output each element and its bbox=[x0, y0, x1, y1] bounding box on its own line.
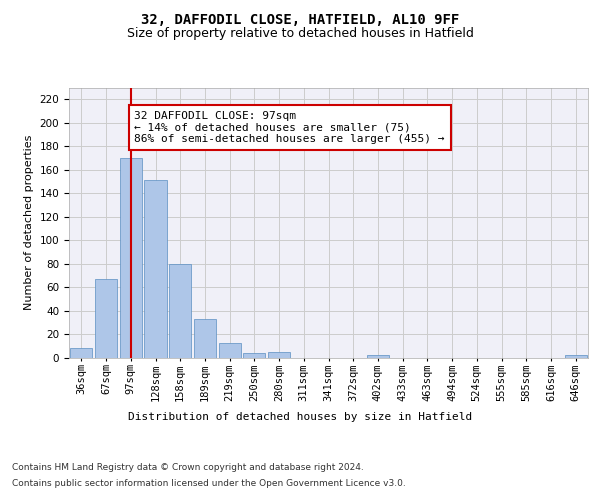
Text: Size of property relative to detached houses in Hatfield: Size of property relative to detached ho… bbox=[127, 28, 473, 40]
Text: 32, DAFFODIL CLOSE, HATFIELD, AL10 9FF: 32, DAFFODIL CLOSE, HATFIELD, AL10 9FF bbox=[141, 12, 459, 26]
Bar bbox=[243, 353, 265, 358]
Bar bbox=[268, 352, 290, 358]
Bar bbox=[565, 355, 587, 358]
Bar bbox=[367, 355, 389, 358]
Bar bbox=[119, 158, 142, 358]
Text: Contains HM Land Registry data © Crown copyright and database right 2024.: Contains HM Land Registry data © Crown c… bbox=[12, 462, 364, 471]
Bar bbox=[194, 319, 216, 358]
Bar bbox=[70, 348, 92, 358]
Bar bbox=[169, 264, 191, 358]
Text: 32 DAFFODIL CLOSE: 97sqm
← 14% of detached houses are smaller (75)
86% of semi-d: 32 DAFFODIL CLOSE: 97sqm ← 14% of detach… bbox=[134, 111, 445, 144]
Bar bbox=[218, 344, 241, 357]
Bar bbox=[95, 279, 117, 357]
Bar bbox=[145, 180, 167, 358]
Y-axis label: Number of detached properties: Number of detached properties bbox=[24, 135, 34, 310]
Text: Contains public sector information licensed under the Open Government Licence v3: Contains public sector information licen… bbox=[12, 479, 406, 488]
Text: Distribution of detached houses by size in Hatfield: Distribution of detached houses by size … bbox=[128, 412, 472, 422]
